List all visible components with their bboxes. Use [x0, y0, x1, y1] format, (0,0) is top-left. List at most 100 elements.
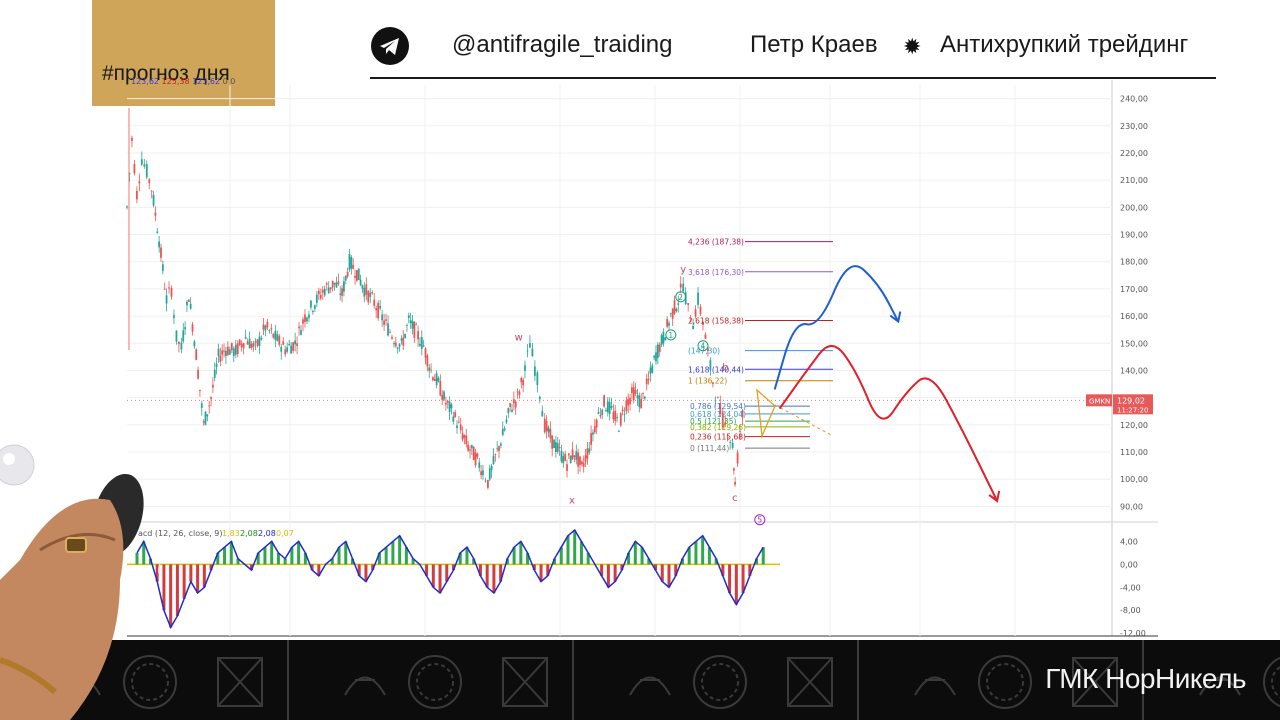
macd-histogram-bar	[371, 564, 375, 571]
price-candle	[221, 350, 224, 355]
macd-histogram-bar	[627, 552, 631, 565]
price-candle	[642, 392, 644, 394]
macd-histogram-bar	[687, 547, 691, 565]
price-candle	[313, 305, 316, 309]
macd-histogram-bar	[169, 564, 173, 628]
price-candle	[492, 455, 495, 464]
price-candle	[575, 451, 578, 460]
price-candle	[168, 287, 170, 289]
price-candle	[551, 435, 554, 449]
price-candle	[394, 342, 397, 347]
price-candle	[268, 330, 271, 332]
price-candle	[560, 450, 563, 462]
price-candle	[348, 253, 351, 270]
price-candle	[666, 319, 669, 327]
macd-histogram-bar	[162, 564, 166, 611]
price-candle	[260, 338, 263, 340]
fib-level-label: 0,236 (115,68)	[690, 433, 746, 442]
price-candle	[571, 449, 574, 459]
macd-legend-value: 2,08	[258, 529, 276, 538]
price-candle	[373, 299, 376, 306]
price-candle	[278, 335, 281, 345]
macd-legend: acd (12, 26, close, 9)	[138, 529, 222, 538]
price-candle	[558, 446, 561, 449]
price-candle	[160, 247, 162, 258]
price-candle	[248, 338, 251, 349]
price-candle	[246, 341, 249, 345]
price-candle	[520, 377, 523, 383]
price-candle	[616, 417, 618, 419]
price-candle	[389, 331, 391, 333]
macd-histogram-bar	[519, 541, 523, 565]
price-candle	[244, 336, 247, 339]
price-candle	[603, 395, 605, 407]
macd-histogram-bar	[357, 564, 361, 576]
price-candle	[274, 330, 277, 340]
price-candle	[533, 366, 536, 376]
price-candle	[443, 391, 445, 400]
price-candle	[682, 283, 685, 292]
telegram-handle[interactable]: @antifragile_traiding	[452, 31, 673, 58]
macd-histogram-bar	[404, 547, 408, 565]
price-candle	[599, 414, 602, 417]
price-candle	[208, 405, 211, 407]
price-candle	[365, 284, 368, 295]
macd-histogram-bar	[654, 564, 658, 571]
macd-histogram-bar	[566, 535, 570, 565]
macd-histogram-bar	[559, 547, 563, 565]
macd-histogram-bar	[452, 564, 455, 571]
telegram-icon[interactable]	[371, 27, 409, 65]
price-candle	[210, 397, 212, 399]
price-candle	[133, 163, 136, 174]
bear-forecast-path	[778, 345, 999, 502]
price-candle	[280, 346, 283, 352]
instrument-title: ГМК НорНикель	[1045, 663, 1246, 694]
price-candle	[417, 331, 419, 340]
macd-histogram-bar	[182, 564, 186, 599]
price-candle	[337, 281, 340, 285]
price-candle	[669, 313, 672, 315]
macd-histogram-bar	[337, 547, 341, 565]
price-candle	[223, 350, 225, 352]
forecast-tag: #прогноз дня	[92, 0, 275, 106]
price-candle	[653, 355, 656, 358]
y-tick-label: 170,00	[1120, 285, 1148, 294]
macd-line	[136, 528, 764, 630]
fib-level-label: (147,30)	[688, 347, 720, 356]
price-candle	[428, 367, 431, 371]
price-candle	[391, 336, 393, 339]
price-candle	[584, 455, 587, 462]
price-candle	[586, 448, 589, 459]
ohlc-readout: 123,62 125,38 123,62 0 0	[131, 77, 235, 86]
price-candle	[439, 381, 442, 396]
price-candle	[266, 321, 269, 328]
wave-label: 2	[678, 293, 683, 302]
macd-histogram-bar	[553, 558, 557, 565]
macd-histogram-bar	[647, 558, 651, 565]
price-candle	[655, 352, 657, 362]
macd-histogram-bar	[472, 558, 476, 565]
price-candle	[415, 324, 418, 326]
macd-histogram-bar	[350, 558, 354, 565]
price-candle	[549, 429, 552, 439]
y-tick-label: 140,00	[1120, 366, 1148, 375]
macd-histogram-bar	[202, 564, 206, 588]
price-candle	[406, 325, 408, 326]
wave-label-circle	[697, 340, 709, 352]
y-tick-label: 220,00	[1120, 149, 1148, 158]
price-candle	[432, 377, 434, 381]
macd-histogram-bar	[458, 552, 462, 565]
price-candle	[465, 435, 468, 445]
macd-histogram-bar	[465, 547, 469, 565]
price-candle	[363, 287, 366, 297]
price-candle	[567, 453, 570, 456]
price-candle	[536, 372, 539, 386]
price-candle	[677, 303, 680, 305]
price-candle	[282, 341, 285, 345]
price-candle	[643, 396, 646, 399]
price-candle	[396, 347, 399, 349]
price-candle	[711, 382, 714, 384]
price-candle	[175, 330, 178, 342]
price-candle	[694, 309, 697, 317]
